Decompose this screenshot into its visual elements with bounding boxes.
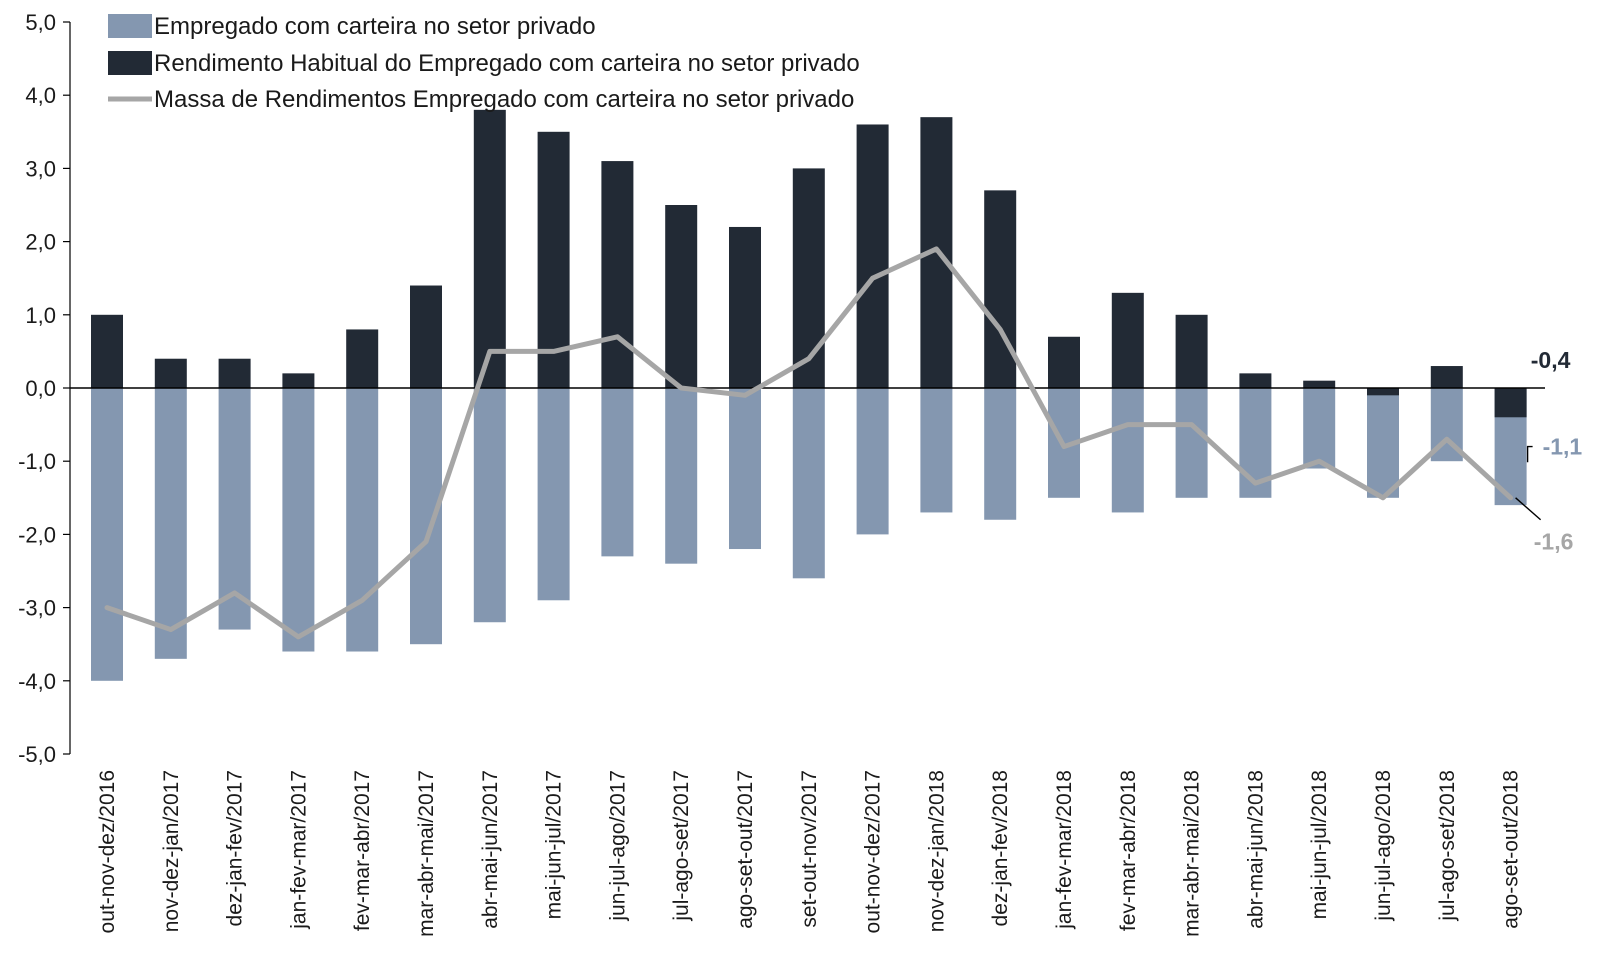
x-axis-labels: out-nov-dez/2016 nov-dez-jan/2017 dez-jan-…	[96, 770, 1523, 937]
x-tick-label: mar-abr-mai/2018	[1181, 770, 1204, 937]
bar-rendimento	[1239, 373, 1272, 388]
y-tick-label: 4,0	[25, 83, 56, 108]
x-tick-label: mai-jun-jul/2017	[543, 770, 566, 919]
x-tick-label: jan-fev-mar/2018	[1053, 770, 1076, 930]
x-tick-label: jan-fev-mar/2017	[287, 770, 310, 930]
bar-empregado	[1175, 388, 1208, 498]
bar-rendimento	[1494, 388, 1527, 418]
y-axis: 5,0 4,0 3,0 2,0 1,0 0,0 -1,0 -2,0 -3,0 -4,0 -5,0	[18, 10, 71, 767]
bar-empregado	[792, 388, 825, 579]
x-tick-label: jun-jul-ago/2018	[1372, 770, 1395, 922]
bar-rendimento	[601, 161, 634, 388]
y-tick-label: -2,0	[18, 522, 56, 547]
x-tick-label: abr-mai-jun/2017	[479, 770, 502, 929]
x-tick-label: nov-dez-jan/2017	[160, 770, 183, 932]
bar-rendimento	[537, 131, 570, 389]
y-tick-label: -1,0	[18, 449, 56, 474]
x-tick-label: mai-jun-jul/2018	[1308, 770, 1331, 919]
bar-empregado	[1367, 388, 1399, 498]
bar-series-rendimento	[91, 109, 1527, 418]
legend-label-rendimento: Rendimento Habitual do Empregado com car…	[154, 50, 860, 77]
bar-rendimento	[154, 358, 187, 388]
x-tick-label: dez-jan-fev/2018	[989, 770, 1012, 926]
annotation-empregado: -1,1	[1543, 434, 1583, 460]
bar-empregado	[984, 388, 1017, 520]
bar-empregado	[282, 388, 315, 652]
bar-rendimento	[984, 190, 1017, 388]
bar-rendimento	[792, 168, 825, 388]
bar-rendimento	[282, 373, 315, 388]
line-series-massa	[104, 246, 1514, 640]
bar-series-empregado	[91, 388, 1527, 681]
x-tick-label: out-nov-dez/2017	[862, 770, 885, 933]
x-tick-label: ago-set-out/2017	[734, 770, 757, 929]
bar-rendimento	[1303, 380, 1336, 388]
bar-rendimento	[473, 109, 506, 388]
y-tick-label: 2,0	[25, 230, 56, 255]
bar-rendimento	[1048, 336, 1080, 388]
bar-rendimento	[1111, 292, 1144, 388]
bar-rendimento	[218, 358, 251, 388]
bar-empregado	[1111, 388, 1144, 513]
bar-empregado	[729, 388, 761, 550]
legend-label-massa: Massa de Rendimentos Empregado com carte…	[154, 86, 854, 113]
x-tick-label: jun-jul-ago/2017	[606, 770, 629, 922]
y-tick-label: -5,0	[18, 742, 56, 767]
x-tick-label: fev-mar-abr/2017	[351, 770, 374, 931]
x-tick-label: ago-set-out/2018	[1500, 770, 1523, 929]
legend-swatch-rendimento	[108, 51, 152, 75]
x-tick-label: mar-abr-mai/2017	[415, 770, 438, 937]
x-tick-label: abr-mai-jun/2018	[1244, 770, 1267, 929]
annotation-rendimento: -0,4	[1531, 347, 1571, 373]
annotation-massa: -1,6	[1534, 529, 1574, 555]
bar-empregado	[1303, 388, 1336, 469]
x-tick-label: out-nov-dez/2016	[96, 770, 119, 933]
bar-rendimento	[729, 226, 761, 388]
x-tick-label: jul-ago-set/2017	[670, 770, 693, 922]
y-tick-label: -4,0	[18, 669, 56, 694]
y-tick-label: 3,0	[25, 156, 56, 181]
bar-empregado	[665, 388, 698, 564]
x-tick-label: dez-jan-fev/2017	[224, 770, 247, 926]
bar-empregado	[91, 388, 123, 681]
legend-swatch-empregado	[108, 14, 152, 38]
bar-empregado	[346, 388, 379, 652]
y-tick-label: -3,0	[18, 596, 56, 621]
x-tick-label: nov-dez-jan/2018	[925, 770, 948, 932]
bar-empregado	[218, 388, 251, 630]
line-massa	[104, 246, 1514, 640]
bar-empregado	[856, 388, 889, 535]
annotation-leader-massa	[1515, 497, 1542, 521]
legend: Empregado com carteira no setor privado R…	[108, 13, 860, 113]
x-tick-label: fev-mar-abr/2018	[1117, 770, 1140, 931]
bar-rendimento	[410, 285, 442, 388]
bar-rendimento	[91, 314, 123, 388]
y-tick-label: 1,0	[25, 303, 56, 328]
bar-empregado	[154, 388, 187, 659]
y-tick-label: 0,0	[25, 376, 56, 401]
annotations: -0,4 -1,1 -1,6	[1515, 347, 1583, 555]
bar-rendimento	[665, 205, 698, 388]
x-tick-label: set-out-nov/2017	[798, 770, 821, 928]
annotation-leader-empregado	[1526, 445, 1533, 463]
bar-empregado	[473, 388, 506, 623]
bar-empregado	[537, 388, 570, 601]
bar-rendimento	[1430, 366, 1463, 388]
x-tick-label: jul-ago-set/2018	[1436, 770, 1459, 922]
bar-rendimento	[856, 124, 889, 388]
bar-rendimento	[1367, 388, 1399, 396]
legend-label-empregado: Empregado com carteira no setor privado	[154, 13, 596, 40]
y-tick-label: 5,0	[25, 10, 56, 35]
bar-empregado	[920, 388, 953, 513]
bar-rendimento	[346, 329, 379, 388]
bar-rendimento	[1175, 314, 1208, 388]
bar-empregado	[601, 388, 634, 557]
